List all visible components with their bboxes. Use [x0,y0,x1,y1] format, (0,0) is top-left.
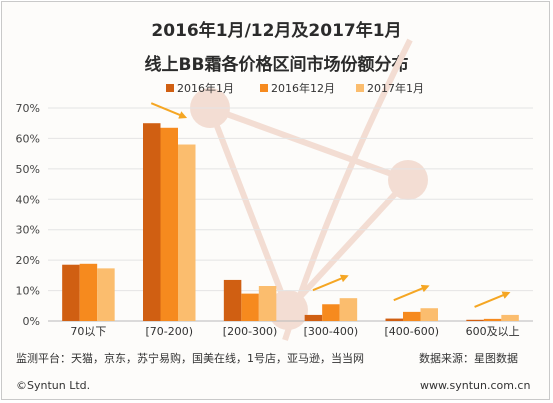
bar [97,268,115,321]
watermark-node [268,290,308,330]
trend-arrow [393,284,430,302]
y-tick-label: 10% [16,285,40,298]
watermark-node [388,160,428,200]
bar [322,304,340,321]
bar [339,298,358,321]
bar [501,314,519,321]
legend-label: 2016年12月 [271,81,335,95]
legend: 2016年1月 2016年12月 2017年1月 [166,81,424,95]
bar [62,264,80,321]
x-axis-ticks: 70以下 [70-200) [200-300) [300-400) [400-600) 6… [70,325,519,338]
y-tick-label: 60% [16,132,40,145]
bar [258,286,277,321]
bar [466,319,484,321]
legend-swatch [166,84,174,92]
y-tick-label: 50% [16,163,40,176]
x-tick-label: [70-200) [145,325,193,338]
x-tick-label: [300-400) [304,325,359,338]
trend-arrow [474,291,511,308]
bar [403,311,421,321]
legend-label: 2017年1月 [367,81,424,95]
x-tick-label: [400-600) [384,325,439,338]
data-source: 数据来源：星图数据 [419,352,518,365]
bar [420,308,438,321]
bar [304,314,323,321]
chart-title-line1: 2016年1月/12月及2017年1月 [151,21,402,41]
website: www.syntun.com.cn [420,379,531,392]
y-tick-label: 0% [23,315,40,328]
source-platforms: 监测平台：天猫，京东，苏宁易购，国美在线，1号店，亚马逊，当当网 [16,352,364,365]
bar [79,263,98,321]
bar [178,144,196,321]
watermark-line [285,177,411,313]
trend-arrow [312,274,349,292]
y-tick-label: 30% [16,224,40,237]
legend-swatch [356,84,364,92]
y-tick-label: 20% [16,254,40,267]
copyright: ©Syntun Ltd. [16,379,91,392]
x-tick-label: [200-300) [223,325,278,338]
y-tick-label: 70% [16,102,40,115]
bar [143,123,161,321]
chart-title-line2: 线上BB霜各价格区间市场份额分布 [144,55,409,75]
x-tick-label: 600及以上 [466,325,520,338]
bar [223,279,242,321]
bar [385,318,403,321]
trend-arrows [150,102,511,308]
bar [483,318,502,321]
bars [62,123,519,322]
legend-swatch [260,84,268,92]
watermark-logo [190,38,428,341]
y-axis-ticks: 0% 10% 20% 30% 40% 50% 60% 70% [16,102,40,328]
y-tick-label: 40% [16,193,40,206]
x-tick-label: 70以下 [70,325,106,338]
legend-label: 2016年1月 [177,81,234,95]
grid-lines [48,107,533,322]
bar [241,293,259,321]
bar [160,127,178,322]
trend-arrow [150,102,188,119]
watermark-line [207,106,291,312]
watermark-line [208,105,410,183]
